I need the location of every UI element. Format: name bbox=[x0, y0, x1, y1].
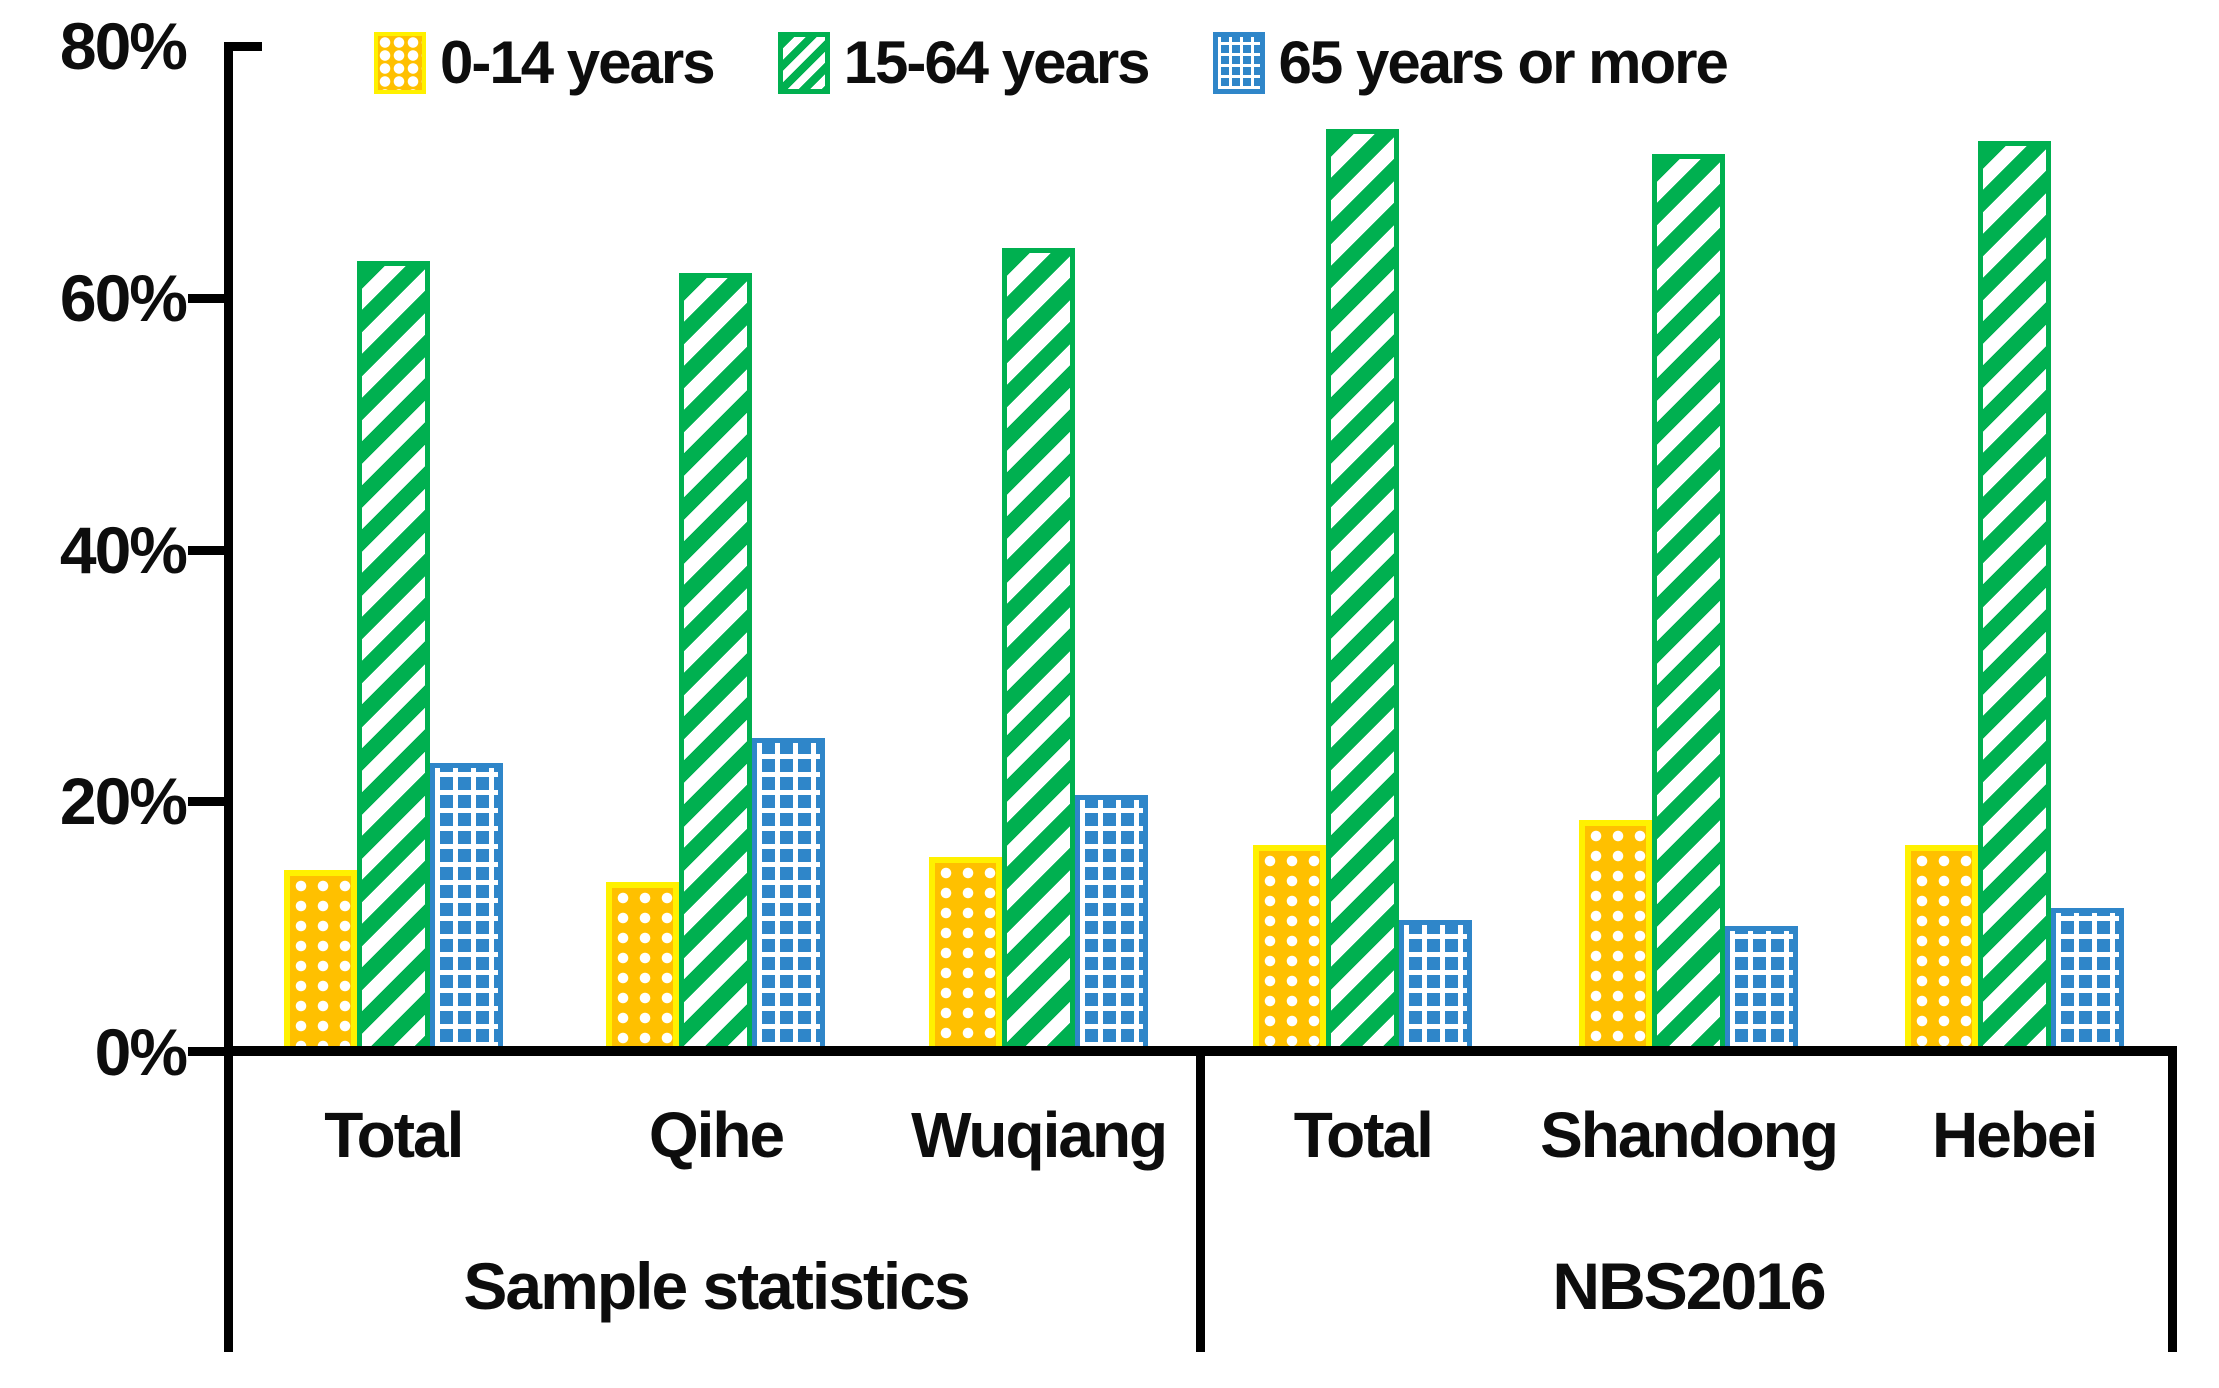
legend-item: 65 years or more bbox=[1212, 28, 1729, 97]
y-axis-tick-label: 80% bbox=[59, 9, 188, 83]
bar-65-years-or-more bbox=[1724, 926, 1798, 1052]
bar-15-64-years bbox=[1651, 153, 1725, 1052]
category-label: Qihe bbox=[648, 1099, 785, 1171]
y-axis-tick-label: 60% bbox=[59, 261, 188, 335]
y-axis-tick bbox=[226, 42, 262, 51]
legend-label: 0-14 years bbox=[440, 29, 716, 96]
y-axis-tick-label: 0% bbox=[94, 1015, 188, 1089]
legend-swatch-0-14-years-icon bbox=[374, 31, 426, 94]
bar-15-64-years bbox=[1977, 141, 2051, 1052]
legend-swatch-15-64-years-icon bbox=[777, 31, 830, 94]
bar-0-14-years bbox=[1904, 844, 1978, 1052]
category-label-row: Total Qihe Wuqiang Total Shandong Hebei bbox=[232, 1098, 2177, 1172]
label-box-right-border bbox=[2168, 1052, 2177, 1352]
category-labels-nbs2016: Total Shandong Hebei bbox=[1200, 1098, 2177, 1172]
category-label-cell: Hebei bbox=[1905, 1098, 2124, 1172]
y-axis-line bbox=[224, 42, 233, 1054]
bar-0-14-years bbox=[283, 869, 357, 1052]
section-label-row: Sample statistics NBS2016 bbox=[232, 1248, 2177, 1324]
bar-65-years-or-more bbox=[752, 737, 826, 1052]
bar-group-wuqiang bbox=[929, 248, 1149, 1052]
category-label: Shandong bbox=[1540, 1099, 1839, 1171]
legend: 0-14 years 15-64 years 65 years or more bbox=[374, 28, 1729, 97]
bar-65-years-or-more bbox=[2050, 907, 2124, 1052]
section-label-cell: Sample statistics bbox=[232, 1248, 1200, 1324]
bar-0-14-years bbox=[1253, 844, 1327, 1052]
y-axis-tick-label: 40% bbox=[59, 513, 188, 587]
bar-0-14-years bbox=[929, 857, 1003, 1052]
legend-swatch-65-years-or-more-icon bbox=[1212, 31, 1265, 94]
bar-group-hebei bbox=[1904, 141, 2124, 1052]
section-nbs2016 bbox=[1200, 0, 2177, 1052]
section-label: NBS2016 bbox=[1552, 1249, 1826, 1323]
bar-65-years-or-more bbox=[429, 763, 503, 1052]
plot-area bbox=[232, 0, 2177, 1052]
bar-group-shandong bbox=[1578, 153, 1798, 1052]
legend-item: 15-64 years bbox=[777, 28, 1151, 97]
y-axis-tick bbox=[188, 294, 228, 303]
label-box-left-border bbox=[224, 1052, 233, 1352]
y-axis-tick bbox=[188, 1047, 232, 1056]
section-sample-statistics bbox=[232, 0, 1200, 1052]
category-label-cell: Shandong bbox=[1540, 1098, 1839, 1172]
y-axis-tick-label: 20% bbox=[59, 764, 188, 838]
section-label: Sample statistics bbox=[463, 1249, 970, 1323]
y-axis-tick bbox=[188, 797, 228, 806]
y-axis-tick bbox=[188, 546, 228, 555]
bar-group-qihe bbox=[606, 273, 826, 1052]
category-label-cell: Total bbox=[1253, 1098, 1472, 1172]
bar-15-64-years bbox=[1002, 248, 1076, 1052]
section-label-cell: NBS2016 bbox=[1200, 1248, 2177, 1324]
category-label-cell: Wuqiang bbox=[911, 1098, 1168, 1172]
bar-0-14-years bbox=[1578, 819, 1652, 1052]
legend-item: 0-14 years bbox=[374, 28, 716, 97]
category-label-cell: Total bbox=[284, 1098, 503, 1172]
category-labels-sample-statistics: Total Qihe Wuqiang bbox=[232, 1098, 1200, 1172]
category-label: Wuqiang bbox=[911, 1099, 1168, 1171]
category-label-cell: Qihe bbox=[606, 1098, 825, 1172]
bar-15-64-years bbox=[1326, 128, 1400, 1052]
legend-label: 15-64 years bbox=[843, 29, 1151, 96]
label-box-divider bbox=[1196, 1052, 1205, 1352]
bar-65-years-or-more bbox=[1399, 920, 1473, 1052]
bar-15-64-years bbox=[356, 260, 430, 1052]
category-label: Total bbox=[1293, 1099, 1434, 1171]
bar-group-total bbox=[283, 260, 503, 1052]
category-label: Total bbox=[324, 1099, 464, 1171]
bar-0-14-years bbox=[606, 882, 680, 1052]
bar-group-total bbox=[1253, 128, 1473, 1052]
category-label: Hebei bbox=[1932, 1099, 2098, 1171]
bar-15-64-years bbox=[679, 273, 753, 1052]
legend-label: 65 years or more bbox=[1278, 29, 1729, 96]
x-axis-line bbox=[224, 1046, 2177, 1056]
bar-65-years-or-more bbox=[1075, 794, 1149, 1052]
